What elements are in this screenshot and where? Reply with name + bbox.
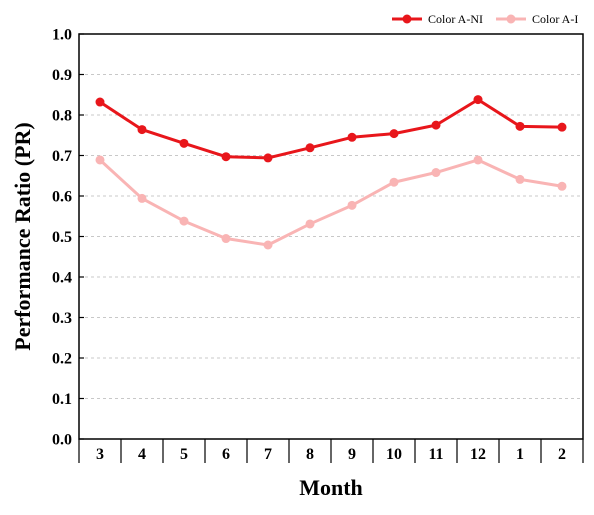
y-tick-label: 0.9 <box>52 67 72 84</box>
series-0 <box>95 95 567 163</box>
x-tick-label: 1 <box>516 446 524 463</box>
data-point <box>305 219 315 229</box>
data-point <box>473 95 483 105</box>
legend-swatch-marker <box>402 14 412 24</box>
data-point <box>347 200 357 210</box>
y-tick-label: 0.4 <box>52 270 72 287</box>
data-point <box>263 153 273 163</box>
data-point <box>137 193 147 203</box>
legend: Color A-NI Color A-I <box>392 12 578 26</box>
y-axis-title: Performance Ratio (PR) <box>10 122 35 350</box>
y-tick-label: 0.3 <box>52 310 72 327</box>
series-line <box>99 98 563 160</box>
x-tick-label: 5 <box>180 446 188 463</box>
series-layer <box>95 95 567 250</box>
legend-swatch-marker <box>506 14 516 24</box>
data-point <box>557 181 567 191</box>
data-point <box>431 120 441 130</box>
x-tick-label: 7 <box>264 446 272 463</box>
y-tick-label: 1.0 <box>52 27 72 44</box>
x-tick-label: 2 <box>558 446 566 463</box>
grid-lines <box>79 74 583 399</box>
legend-label: Color A-I <box>532 12 578 26</box>
x-tick-label: 10 <box>386 446 402 463</box>
data-point <box>389 177 399 187</box>
data-point <box>431 168 441 178</box>
data-point <box>389 129 399 139</box>
x-tick-label: 3 <box>96 446 104 463</box>
y-tick-label: 0.0 <box>52 432 72 449</box>
data-point <box>221 152 231 162</box>
x-tick-label: 11 <box>428 446 443 463</box>
y-tick-label: 0.5 <box>52 229 72 246</box>
data-point <box>137 125 147 135</box>
data-point <box>221 234 231 244</box>
legend-item-0: Color A-NI <box>392 12 483 26</box>
x-tick-label: 8 <box>306 446 314 463</box>
data-point <box>347 132 357 142</box>
data-point <box>179 216 189 226</box>
y-tick-label: 0.8 <box>52 108 72 125</box>
y-tick-label: 0.7 <box>52 148 72 165</box>
legend-label: Color A-NI <box>428 12 483 26</box>
x-tick-label: 4 <box>138 446 146 463</box>
data-point <box>515 174 525 184</box>
legend-item-1: Color A-I <box>496 12 578 26</box>
data-point <box>95 155 105 165</box>
data-point <box>263 240 273 250</box>
y-tick-label: 0.1 <box>52 391 72 408</box>
x-axis-title: Month <box>299 475 363 500</box>
data-point <box>557 122 567 132</box>
y-tick-label: 0.6 <box>52 189 72 206</box>
x-tick-label: 6 <box>222 446 230 463</box>
x-tick-label: 12 <box>470 446 486 463</box>
data-point <box>179 138 189 148</box>
x-tick-label: 9 <box>348 446 356 463</box>
y-axis: 0.0 0.1 0.2 0.3 0.4 0.5 0.6 0.7 0.8 0.9 1.0 <box>52 27 84 449</box>
series-1 <box>95 155 567 250</box>
series-line <box>98 158 563 247</box>
data-point <box>515 121 525 131</box>
data-point <box>473 155 483 165</box>
x-axis: 3 4 5 6 7 8 9 10 11 12 1 2 <box>78 439 584 463</box>
y-tick-label: 0.2 <box>52 351 72 368</box>
data-point <box>95 97 105 107</box>
data-point <box>305 143 315 153</box>
